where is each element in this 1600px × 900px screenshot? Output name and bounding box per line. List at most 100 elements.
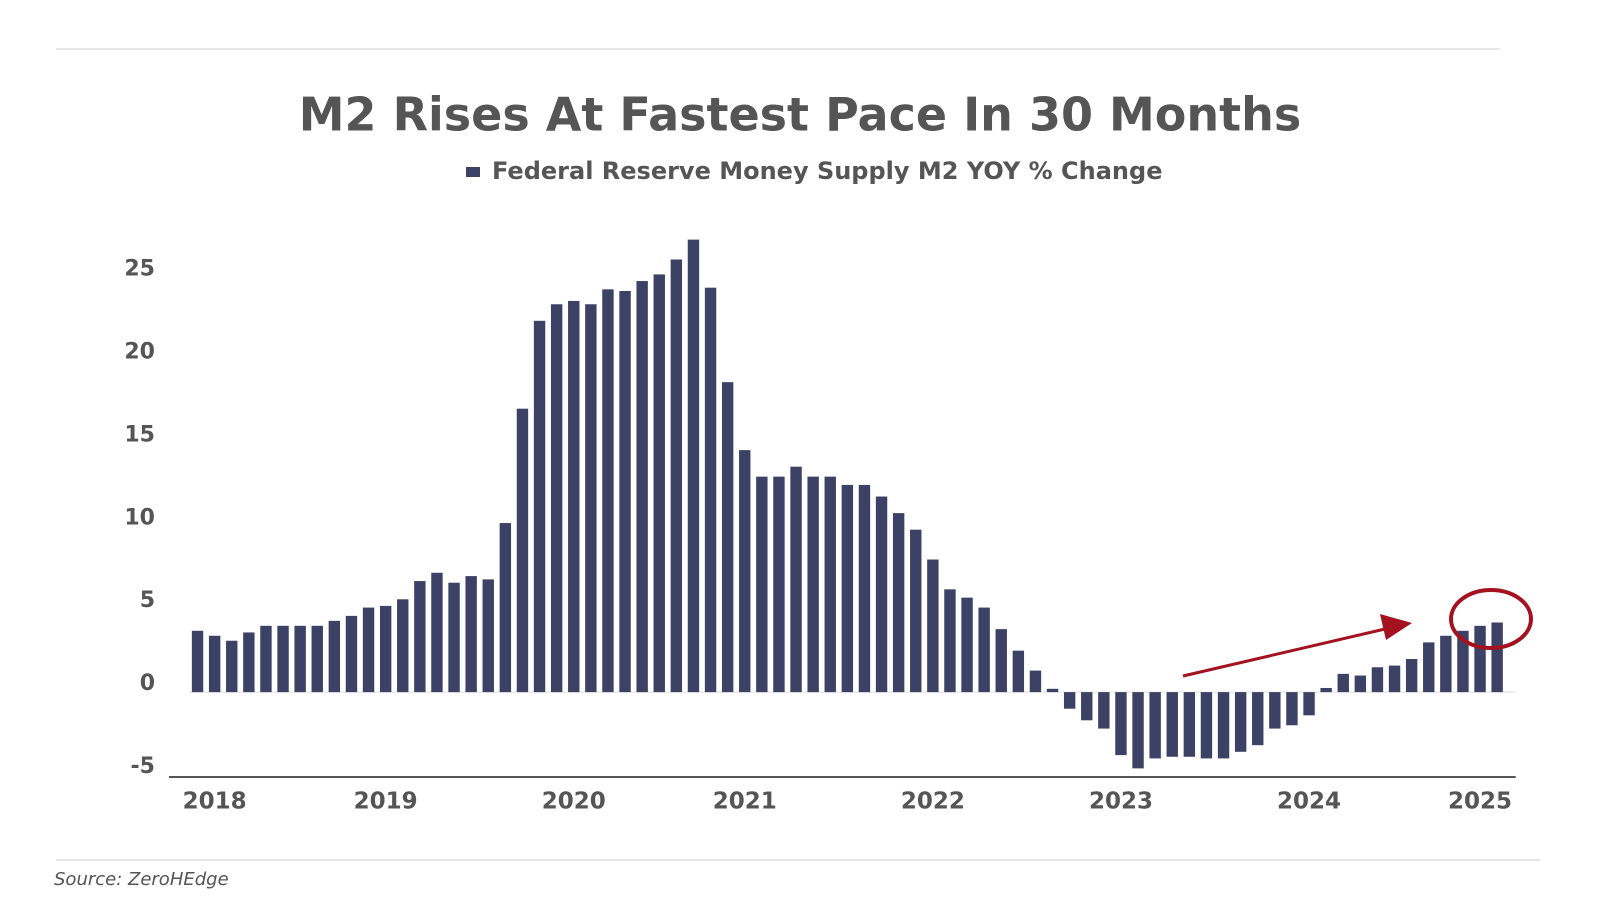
bar xyxy=(585,304,597,693)
y-tick-label: 15 xyxy=(124,422,155,447)
bar xyxy=(824,476,836,693)
bar xyxy=(550,304,563,693)
bar xyxy=(414,581,426,693)
bar xyxy=(379,605,392,693)
bar xyxy=(294,625,306,693)
bar xyxy=(1303,692,1315,716)
bar xyxy=(1371,667,1384,693)
bar xyxy=(790,466,802,693)
bar xyxy=(568,300,580,693)
bar xyxy=(1252,692,1264,746)
bar xyxy=(345,615,358,693)
bar xyxy=(1098,692,1110,729)
bar xyxy=(807,476,819,693)
bar xyxy=(226,640,238,693)
bar xyxy=(1183,692,1196,757)
bar xyxy=(1491,622,1503,693)
bar xyxy=(1474,625,1486,693)
bar xyxy=(1234,692,1247,752)
bar xyxy=(653,274,665,693)
bar xyxy=(191,630,204,693)
legend-swatch xyxy=(466,167,480,177)
x-tick-label: 2024 xyxy=(1277,789,1341,815)
bar xyxy=(1320,687,1332,693)
bar xyxy=(704,287,717,693)
bar xyxy=(260,625,272,693)
x-tick-label: 2019 xyxy=(354,789,418,815)
bar xyxy=(1217,692,1230,759)
bar xyxy=(431,572,443,693)
bar xyxy=(1063,692,1076,709)
bar xyxy=(311,625,323,693)
bar xyxy=(1337,673,1349,693)
bar xyxy=(858,484,871,693)
y-tick-label: -5 xyxy=(131,754,155,779)
bar xyxy=(602,289,614,693)
x-tick-label: 2021 xyxy=(713,789,777,815)
bar xyxy=(1269,692,1281,729)
bar xyxy=(1286,692,1298,726)
bar xyxy=(516,408,529,693)
bar xyxy=(978,607,990,693)
bar xyxy=(721,382,734,693)
bar xyxy=(397,599,409,693)
bar xyxy=(328,620,341,693)
bar xyxy=(533,320,546,693)
bar xyxy=(1440,635,1452,693)
bar xyxy=(670,259,683,693)
y-tick-label: 5 xyxy=(140,588,155,613)
x-tick-label: 2023 xyxy=(1089,789,1153,815)
bar xyxy=(277,625,289,693)
bar xyxy=(1029,670,1042,693)
x-tick-label: 2025 xyxy=(1448,789,1512,815)
bar xyxy=(910,529,922,693)
bar xyxy=(482,579,494,693)
chart-title: M2 Rises At Fastest Pace In 30 Months xyxy=(299,88,1301,142)
bar xyxy=(1046,688,1059,693)
y-tick-label: 20 xyxy=(124,340,155,365)
bar xyxy=(1423,642,1435,693)
y-tick-label: 10 xyxy=(124,505,155,530)
bar xyxy=(448,582,460,693)
bar xyxy=(1200,692,1213,759)
bar xyxy=(1405,658,1418,693)
bar xyxy=(961,597,973,693)
x-tick-label: 2020 xyxy=(542,789,606,815)
bar xyxy=(1457,630,1469,693)
bar xyxy=(243,632,255,693)
bar xyxy=(739,450,751,693)
bar xyxy=(1132,692,1144,769)
bar xyxy=(1388,665,1401,693)
bar xyxy=(619,290,631,693)
bar xyxy=(995,629,1007,693)
x-tick-label: 2018 xyxy=(183,789,247,815)
bar xyxy=(756,476,768,693)
bar xyxy=(465,576,477,693)
bar xyxy=(892,513,905,693)
bar xyxy=(1012,650,1025,693)
bar xyxy=(944,589,956,693)
bar xyxy=(687,239,700,693)
bar xyxy=(1354,675,1367,693)
bar xyxy=(1149,692,1161,759)
bar xyxy=(773,476,785,693)
bar xyxy=(1081,692,1093,721)
bar xyxy=(208,635,221,693)
bar xyxy=(636,281,648,693)
y-tick-label: 25 xyxy=(124,257,155,282)
bar xyxy=(362,607,375,693)
bar xyxy=(927,559,939,693)
bar xyxy=(499,523,512,693)
y-tick-label: 0 xyxy=(140,671,155,696)
source: Source: ZeroHEdge xyxy=(54,869,229,890)
annotation xyxy=(1182,588,1533,678)
bar xyxy=(841,484,854,693)
bar xyxy=(1115,692,1127,756)
x-tick-label: 2022 xyxy=(901,789,965,815)
legend-label: Federal Reserve Money Supply M2 YOY % Ch… xyxy=(492,157,1162,185)
bar xyxy=(1166,692,1178,757)
bar xyxy=(875,496,888,693)
